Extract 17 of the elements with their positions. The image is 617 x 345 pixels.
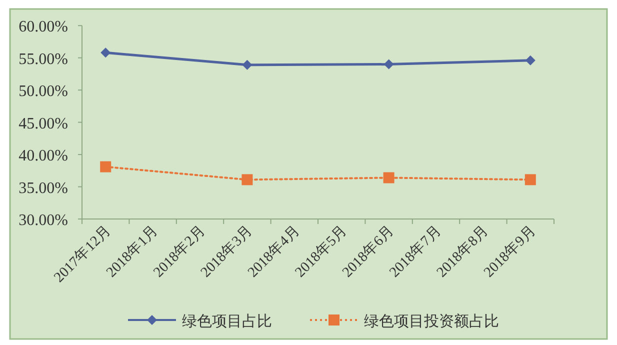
point xyxy=(383,172,394,184)
point xyxy=(242,174,253,186)
y-tick-label: 35.00% xyxy=(18,180,68,197)
y-tick-label: 55.00% xyxy=(18,50,68,68)
legend-label: 绿色项目投资额占比 xyxy=(364,312,499,330)
point xyxy=(524,174,536,186)
y-tick-label: 50.00% xyxy=(18,83,68,100)
point xyxy=(100,48,111,58)
y-tick-label: 40.00% xyxy=(18,148,68,165)
point xyxy=(100,161,112,172)
point xyxy=(384,59,394,70)
point xyxy=(525,55,536,66)
legend-label: 绿色项目占比 xyxy=(182,312,272,330)
y-tick-label: 45.00% xyxy=(18,115,68,132)
y-tick-label: 30.00% xyxy=(18,212,68,229)
point xyxy=(242,60,252,70)
y-tick-label: 60.00% xyxy=(18,18,68,36)
